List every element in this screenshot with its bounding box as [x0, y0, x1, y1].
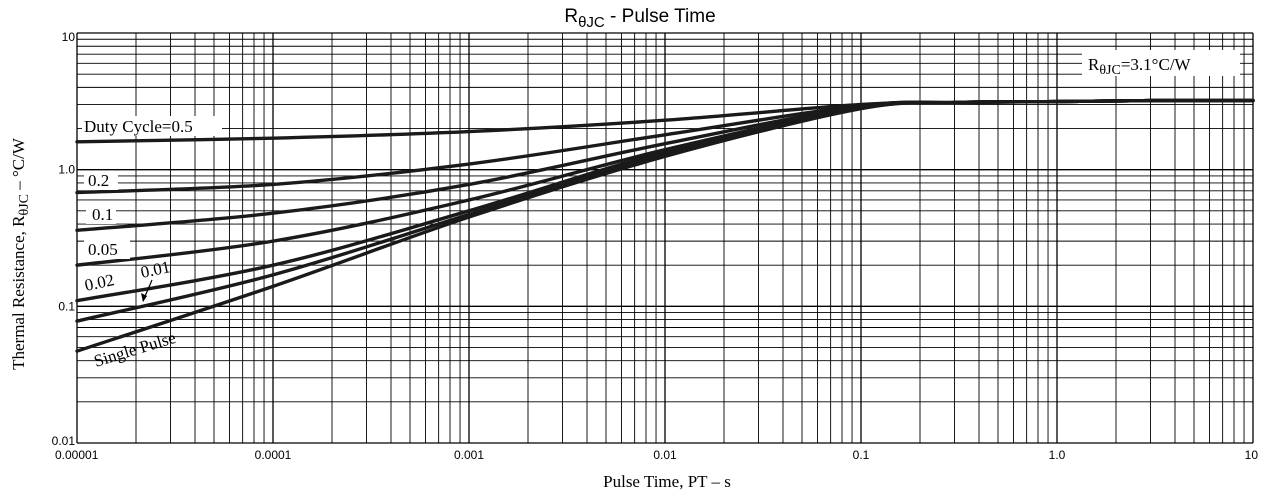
x-tick-labels: 0.00001 0.0001 0.001 0.01 0.1 1.0 10	[55, 448, 1258, 462]
series-label-duty-0.01: 0.01	[139, 257, 172, 282]
x-tick-label: 0.01	[653, 448, 677, 462]
x-axis-label: Pulse Time, PT – s	[603, 472, 731, 491]
x-tick-label: 0.001	[454, 448, 484, 462]
label-bg-0.05	[84, 240, 130, 259]
series-label-single-pulse: Single Pulse	[92, 328, 178, 371]
curve-single-pulse	[75, 98, 1255, 353]
curves	[75, 98, 1255, 353]
series-label-duty-0.1: 0.1	[92, 205, 113, 224]
y-tick-label: 10	[62, 30, 76, 44]
series-label-duty-0.05: 0.05	[88, 240, 118, 259]
y-axis-label: Thermal Resistance, RθJC – °C/W	[9, 137, 32, 370]
annotation-rest: =3.1°C/W	[1121, 55, 1192, 74]
label-bg-0.2	[84, 171, 118, 190]
ylabel-rest: – °C/W	[9, 137, 28, 194]
series-label-duty-0.5: Duty Cycle=0.5	[84, 117, 193, 136]
annotation-main: R	[1088, 55, 1100, 74]
y-tick-labels: 0.01 0.1 1.0 10	[52, 30, 76, 448]
chart-title: RθJC - Pulse Time	[564, 6, 715, 31]
title-rest: - Pulse Time	[605, 6, 716, 27]
title-subscript: θJC	[578, 14, 605, 31]
series-label-duty-0.2: 0.2	[88, 171, 109, 190]
label-bg-0.1	[86, 205, 116, 224]
rthjc-annotation: RθJC=3.1°C/W	[1088, 55, 1192, 78]
ylabel-main: Thermal Resistance, R	[9, 215, 28, 370]
major-grid	[76, 32, 1254, 444]
x-tick-label: 10	[1245, 448, 1259, 462]
y-tick-label: 0.01	[52, 434, 76, 448]
arrow-0.01-head	[141, 293, 147, 302]
x-tick-label: 0.0001	[255, 448, 292, 462]
y-tick-label: 0.1	[58, 299, 75, 313]
x-tick-label: 0.00001	[55, 448, 99, 462]
x-tick-label: 0.1	[853, 448, 870, 462]
title-main: R	[564, 6, 578, 27]
x-tick-label: 1.0	[1049, 448, 1066, 462]
y-tick-label: 1.0	[58, 163, 75, 177]
annotation-background	[1082, 50, 1240, 76]
annotation-subscript: θJC	[1099, 63, 1121, 78]
series-label-duty-0.02: 0.02	[83, 270, 116, 295]
ylabel-subscript: θJC	[17, 194, 32, 216]
label-bg-0.5	[82, 116, 222, 136]
